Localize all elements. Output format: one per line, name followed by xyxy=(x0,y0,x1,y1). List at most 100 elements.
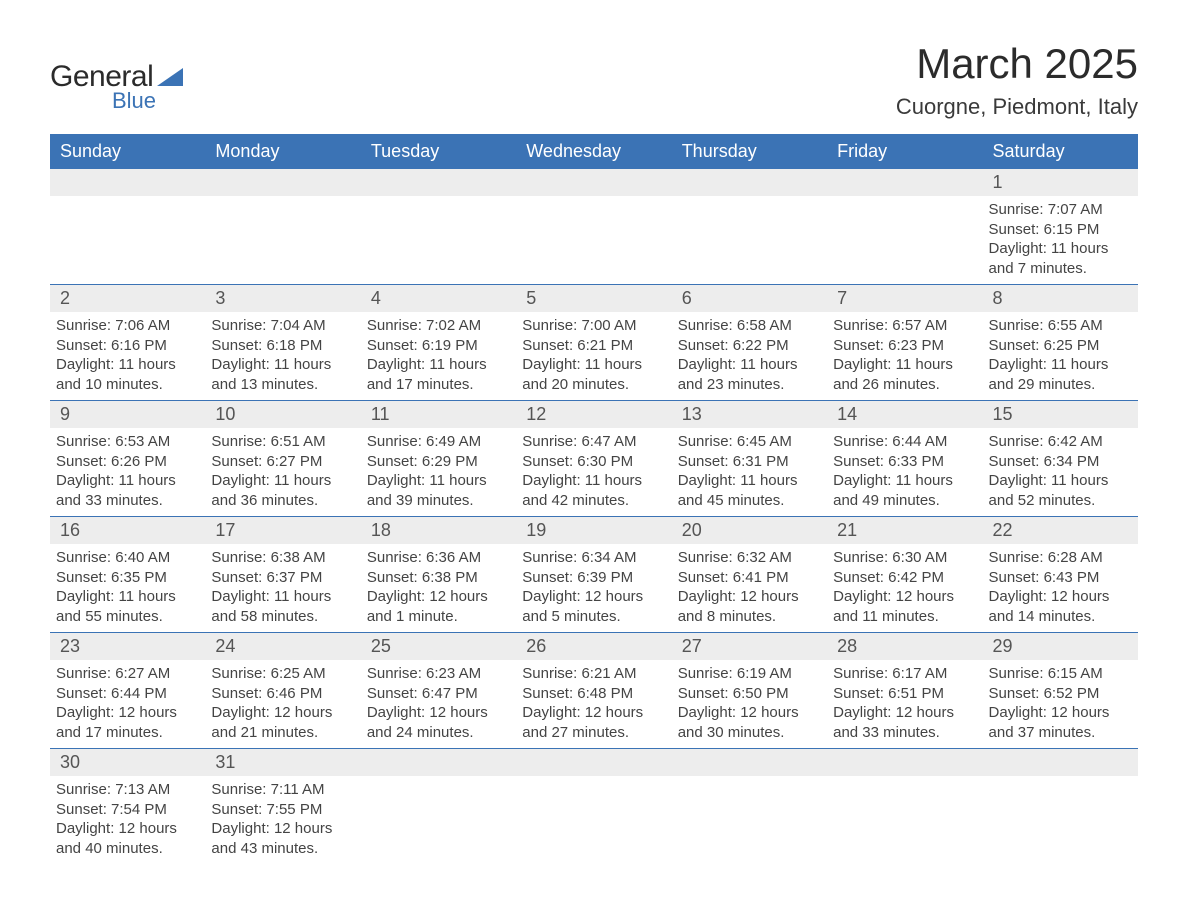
calendar-day-cell: 6Sunrise: 6:58 AMSunset: 6:22 PMDaylight… xyxy=(672,285,827,401)
day-details xyxy=(827,196,982,206)
sunset-text: Sunset: 6:19 PM xyxy=(367,336,506,356)
day-details: Sunrise: 6:45 AMSunset: 6:31 PMDaylight:… xyxy=(672,428,827,516)
sunset-text: Sunset: 6:47 PM xyxy=(367,684,506,704)
daylight-text: Daylight: 11 hours and 13 minutes. xyxy=(211,355,350,394)
day-details: Sunrise: 7:00 AMSunset: 6:21 PMDaylight:… xyxy=(516,312,671,400)
calendar-day-cell: 25 Sunrise: 6:23 AMSunset: 6:47 PMDayligh… xyxy=(361,633,516,749)
calendar-week-row: 1Sunrise: 7:07 AMSunset: 6:15 PMDaylight… xyxy=(50,169,1138,285)
sunrise-text: Sunrise: 6:34 AM xyxy=(522,548,661,568)
sunrise-text: Sunrise: 6:38 AM xyxy=(211,548,350,568)
calendar-day-cell: 16Sunrise: 6:40 AMSunset: 6:35 PMDayligh… xyxy=(50,517,205,633)
daylight-text: Daylight: 12 hours and 17 minutes. xyxy=(56,703,195,742)
day-details xyxy=(361,196,516,206)
day-number: 26 xyxy=(516,633,671,660)
sunset-text: Sunset: 7:54 PM xyxy=(56,800,195,820)
day-number xyxy=(516,169,671,196)
day-number: 21 xyxy=(827,517,982,544)
sunrise-text: Sunrise: 6:19 AM xyxy=(678,664,817,684)
calendar-empty-cell xyxy=(827,749,982,865)
calendar-empty-cell xyxy=(516,169,671,285)
daylight-text: Daylight: 11 hours and 33 minutes. xyxy=(56,471,195,510)
sunrise-text: Sunrise: 6:36 AM xyxy=(367,548,506,568)
calendar-week-row: 30Sunrise: 7:13 AMSunset: 7:54 PMDayligh… xyxy=(50,749,1138,865)
calendar-empty-cell xyxy=(672,169,827,285)
daylight-text: Daylight: 11 hours and 55 minutes. xyxy=(56,587,195,626)
sunset-text: Sunset: 6:33 PM xyxy=(833,452,972,472)
sunset-text: Sunset: 6:43 PM xyxy=(989,568,1128,588)
calendar-table: SundayMondayTuesdayWednesdayThursdayFrid… xyxy=(50,134,1138,864)
sunrise-text: Sunrise: 6:44 AM xyxy=(833,432,972,452)
daylight-text: Daylight: 12 hours and 8 minutes. xyxy=(678,587,817,626)
daylight-text: Daylight: 12 hours and 43 minutes. xyxy=(211,819,350,858)
sunrise-text: Sunrise: 7:07 AM xyxy=(989,200,1128,220)
sunrise-text: Sunrise: 6:40 AM xyxy=(56,548,195,568)
day-details: Sunrise: 6:38 AMSunset: 6:37 PMDaylight:… xyxy=(205,544,360,632)
calendar-day-cell: 7Sunrise: 6:57 AMSunset: 6:23 PMDaylight… xyxy=(827,285,982,401)
day-number xyxy=(361,749,516,776)
calendar-day-cell: 24Sunrise: 6:25 AMSunset: 6:46 PMDayligh… xyxy=(205,633,360,749)
daylight-text: Daylight: 11 hours and 52 minutes. xyxy=(989,471,1128,510)
calendar-empty-cell xyxy=(827,169,982,285)
day-details: Sunrise: 6:49 AMSunset: 6:29 PMDaylight:… xyxy=(361,428,516,516)
calendar-day-cell: 29Sunrise: 6:15 AMSunset: 6:52 PMDayligh… xyxy=(983,633,1138,749)
day-details: Sunrise: 6:36 AMSunset: 6:38 PMDaylight:… xyxy=(361,544,516,632)
day-details xyxy=(516,196,671,206)
day-number: 25 xyxy=(361,633,516,660)
daylight-text: Daylight: 12 hours and 33 minutes. xyxy=(833,703,972,742)
calendar-empty-cell xyxy=(50,169,205,285)
day-number: 4 xyxy=(361,285,516,312)
sunrise-text: Sunrise: 6:57 AM xyxy=(833,316,972,336)
day-number: 23 xyxy=(50,633,205,660)
daylight-text: Daylight: 11 hours and 10 minutes. xyxy=(56,355,195,394)
sunrise-text: Sunrise: 6:55 AM xyxy=(989,316,1128,336)
sunrise-text: Sunrise: 6:15 AM xyxy=(989,664,1128,684)
sunset-text: Sunset: 6:27 PM xyxy=(211,452,350,472)
daylight-text: Daylight: 11 hours and 7 minutes. xyxy=(989,239,1128,278)
day-number: 3 xyxy=(205,285,360,312)
logo-triangle-icon xyxy=(157,68,183,86)
sunrise-text: Sunrise: 6:53 AM xyxy=(56,432,195,452)
day-details: Sunrise: 7:06 AMSunset: 6:16 PMDaylight:… xyxy=(50,312,205,400)
day-number: 19 xyxy=(516,517,671,544)
day-number: 14 xyxy=(827,401,982,428)
daylight-text: Daylight: 12 hours and 21 minutes. xyxy=(211,703,350,742)
day-number xyxy=(361,169,516,196)
sunrise-text: Sunrise: 6:49 AM xyxy=(367,432,506,452)
day-number: 11 xyxy=(361,401,516,428)
day-details xyxy=(516,776,671,786)
daylight-text: Daylight: 12 hours and 24 minutes. xyxy=(367,703,506,742)
calendar-day-cell: 31Sunrise: 7:11 AMSunset: 7:55 PMDayligh… xyxy=(205,749,360,865)
sunrise-text: Sunrise: 6:23 AM xyxy=(367,664,506,684)
day-details: Sunrise: 6:27 AMSunset: 6:44 PMDaylight:… xyxy=(50,660,205,748)
day-number: 28 xyxy=(827,633,982,660)
calendar-day-cell: 4Sunrise: 7:02 AMSunset: 6:19 PMDaylight… xyxy=(361,285,516,401)
sunrise-text: Sunrise: 7:02 AM xyxy=(367,316,506,336)
day-number xyxy=(983,749,1138,776)
sunrise-text: Sunrise: 6:17 AM xyxy=(833,664,972,684)
daylight-text: Daylight: 11 hours and 23 minutes. xyxy=(678,355,817,394)
sunrise-text: Sunrise: 6:47 AM xyxy=(522,432,661,452)
day-details: Sunrise: 7:02 AMSunset: 6:19 PMDaylight:… xyxy=(361,312,516,400)
day-number xyxy=(672,169,827,196)
day-details xyxy=(672,776,827,786)
day-details: Sunrise: 6:30 AMSunset: 6:42 PMDaylight:… xyxy=(827,544,982,632)
daylight-text: Daylight: 12 hours and 11 minutes. xyxy=(833,587,972,626)
sunset-text: Sunset: 6:46 PM xyxy=(211,684,350,704)
sunrise-text: Sunrise: 7:11 AM xyxy=(211,780,350,800)
day-details: Sunrise: 6:17 AMSunset: 6:51 PMDaylight:… xyxy=(827,660,982,748)
calendar-day-cell: 1Sunrise: 7:07 AMSunset: 6:15 PMDaylight… xyxy=(983,169,1138,285)
sunrise-text: Sunrise: 6:42 AM xyxy=(989,432,1128,452)
day-details xyxy=(827,776,982,786)
calendar-week-row: 2Sunrise: 7:06 AMSunset: 6:16 PMDaylight… xyxy=(50,285,1138,401)
calendar-day-cell: 3Sunrise: 7:04 AMSunset: 6:18 PMDaylight… xyxy=(205,285,360,401)
calendar-day-cell: 26Sunrise: 6:21 AMSunset: 6:48 PMDayligh… xyxy=(516,633,671,749)
sunset-text: Sunset: 6:44 PM xyxy=(56,684,195,704)
day-number: 6 xyxy=(672,285,827,312)
sunset-text: Sunset: 6:37 PM xyxy=(211,568,350,588)
title-block: March 2025 Cuorgne, Piedmont, Italy xyxy=(896,40,1138,120)
day-number: 17 xyxy=(205,517,360,544)
day-details: Sunrise: 6:15 AMSunset: 6:52 PMDaylight:… xyxy=(983,660,1138,748)
day-details: Sunrise: 6:57 AMSunset: 6:23 PMDaylight:… xyxy=(827,312,982,400)
day-details: Sunrise: 7:13 AMSunset: 7:54 PMDaylight:… xyxy=(50,776,205,864)
day-number: 15 xyxy=(983,401,1138,428)
